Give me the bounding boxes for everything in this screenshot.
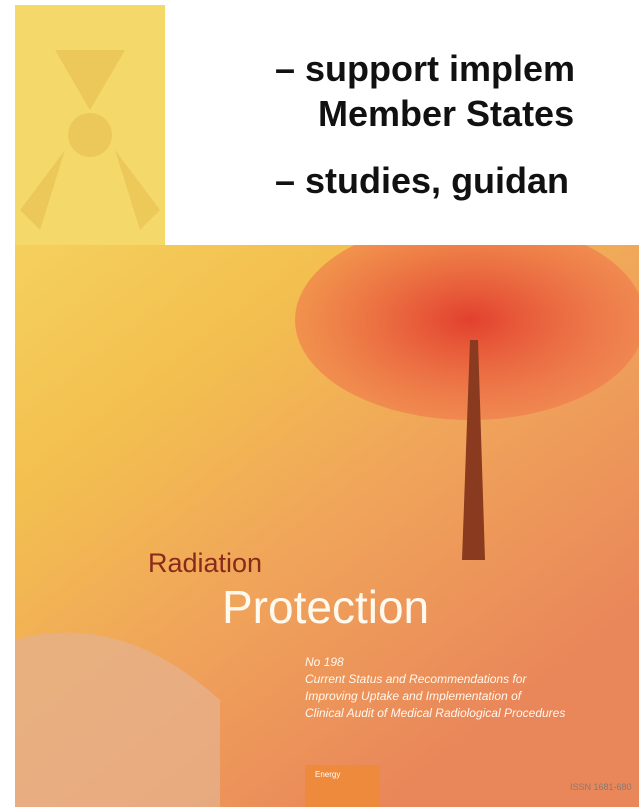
subtitle: Current Status and Recommendations for xyxy=(305,672,526,686)
bullet: – support implem xyxy=(275,48,575,90)
issn: ISSN 1681-680 xyxy=(570,782,632,792)
series-name: Radiation xyxy=(148,548,262,579)
cover-title: Protection xyxy=(222,580,429,634)
tree-crown xyxy=(295,220,639,420)
slide: – support implem Member States – studies… xyxy=(0,0,639,807)
tag: Energy xyxy=(315,770,340,779)
issue-number: No 198 xyxy=(305,655,344,669)
subtitle: Improving Uptake and Implementation of xyxy=(305,689,521,703)
bullet: – studies, guidan xyxy=(275,160,569,202)
subtitle: Clinical Audit of Medical Radiological P… xyxy=(305,706,565,720)
bullet: Member States xyxy=(318,93,574,135)
